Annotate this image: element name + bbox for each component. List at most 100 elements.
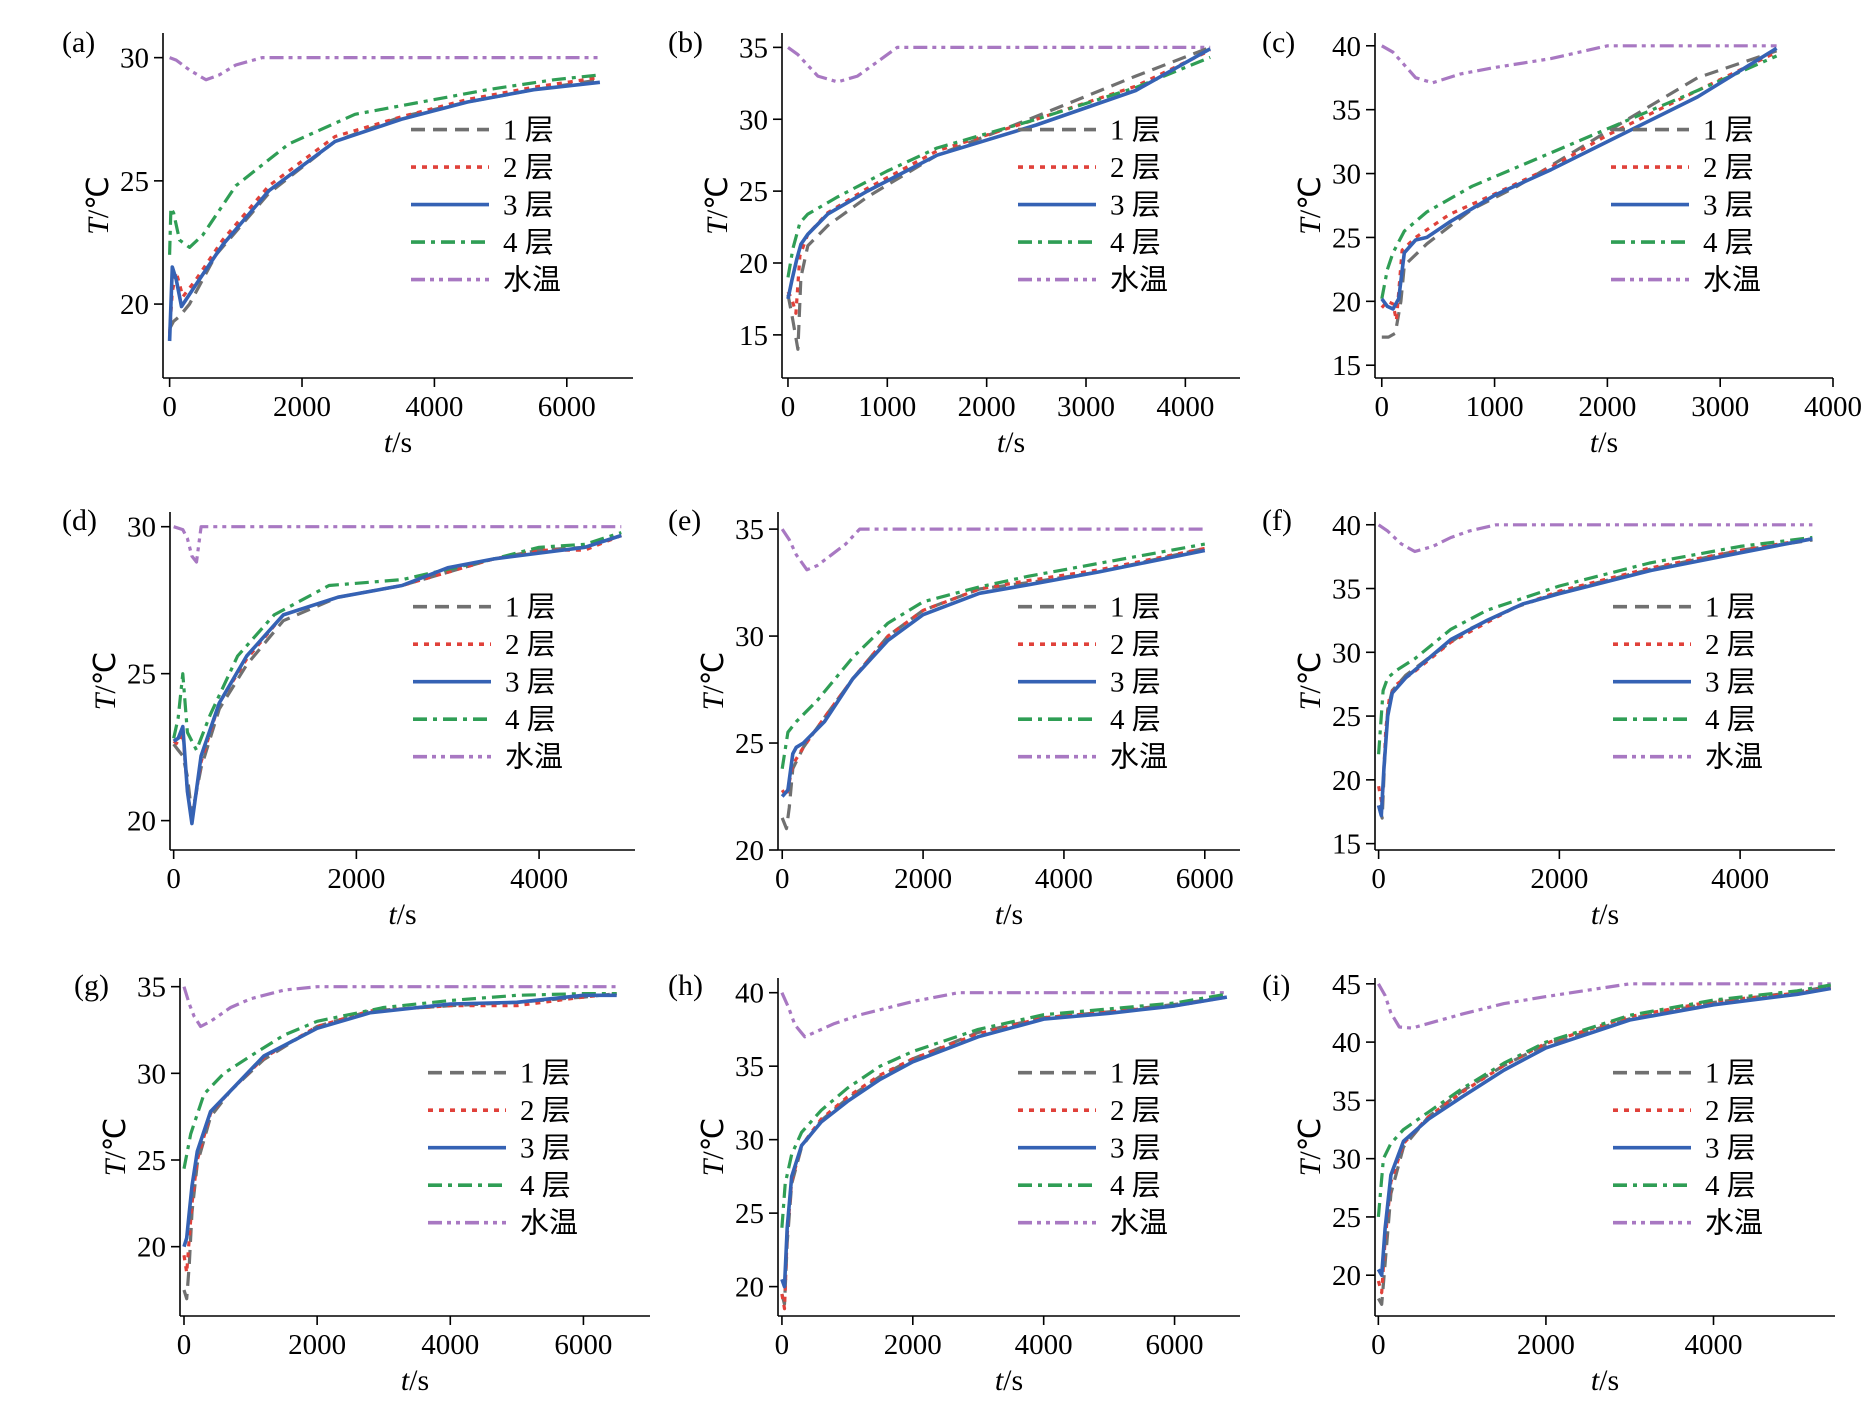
legend-label: 3 层 <box>503 190 554 222</box>
y-tick-label: 25 <box>739 176 768 208</box>
y-axis-var: T <box>82 216 115 235</box>
legend-label: 4 层 <box>1705 1170 1756 1202</box>
y-tick-label: 30 <box>735 621 764 653</box>
legend-label: 2 层 <box>1110 629 1161 661</box>
series-line-3 <box>786 47 1212 300</box>
x-axis-var: t <box>1590 426 1599 459</box>
y-tick-label: 20 <box>1332 1260 1361 1292</box>
x-tick-label: 2000 <box>958 391 1016 423</box>
legend-label: 2 层 <box>520 1095 571 1127</box>
x-axis-unit: /s <box>1599 1364 1619 1397</box>
x-axis-var: t <box>995 1364 1004 1397</box>
x-tick-label: 2000 <box>288 1329 346 1361</box>
chart-panel-a: (a) 0 2000 4000 6000 20 25 30 t/s T/℃ 1 层 2 层 3 层 4 层… <box>62 26 633 459</box>
x-tick-label: 4000 <box>1685 1329 1743 1361</box>
panel-label: (g) <box>74 969 109 1002</box>
y-tick-label: 30 <box>137 1058 166 1090</box>
x-tick-label: 0 <box>775 863 790 895</box>
y-tick-label: 35 <box>1332 1085 1361 1117</box>
legend-label: 2 层 <box>1705 629 1756 661</box>
y-axis-unit: /℃ <box>89 652 122 694</box>
y-tick-label: 15 <box>739 320 768 352</box>
y-axis-var: T <box>89 691 122 710</box>
series-line-5 <box>780 527 1205 572</box>
x-axis-title: t/s <box>1590 426 1618 459</box>
y-tick-label: 40 <box>1332 1027 1361 1059</box>
x-axis-title: t/s <box>401 1364 429 1397</box>
x-axis-var: t <box>995 898 1004 931</box>
series-line-3 <box>1376 537 1813 818</box>
y-axis-unit: /℃ <box>1294 652 1327 694</box>
x-axis-title: t/s <box>995 898 1023 931</box>
legend-label: 3 层 <box>520 1133 571 1165</box>
x-tick-label: 4000 <box>1035 863 1093 895</box>
series-line-4 <box>786 55 1211 278</box>
x-tick-label: 0 <box>1371 863 1386 895</box>
series-line-5 <box>169 55 600 82</box>
series-line-4 <box>182 991 617 1170</box>
y-tick-label: 25 <box>137 1145 166 1177</box>
legend-label: 2 层 <box>1703 152 1754 184</box>
series-line-5 <box>780 991 1227 1039</box>
panel-label: (h) <box>668 969 703 1002</box>
legend-label: 2 层 <box>1110 152 1161 184</box>
x-tick-label: 4000 <box>1156 391 1214 423</box>
x-tick-label: 4000 <box>1711 863 1769 895</box>
series-line-1 <box>1377 984 1832 1306</box>
x-tick-label: 6000 <box>1176 863 1234 895</box>
legend: 1 层 2 层 3 层 4 层水温 <box>413 592 563 774</box>
chart-panel-d: (d) 0 2000 4000 20 25 30 t/s T/℃ 1 层 2 层 3 层 4 层水温 <box>62 504 635 931</box>
series-line-4 <box>168 73 601 255</box>
x-tick-label: 2000 <box>894 863 952 895</box>
y-tick-label: 35 <box>1332 95 1361 127</box>
legend-label: 1 层 <box>520 1058 571 1090</box>
y-tick-label: 30 <box>735 1125 764 1157</box>
series-line-4 <box>1377 535 1813 755</box>
x-axis-unit: /s <box>1599 898 1619 931</box>
legend: 1 层 2 层 3 层 4 层水温 <box>1611 115 1761 297</box>
legend-label: 3 层 <box>1703 190 1754 222</box>
y-tick-label: 20 <box>1332 286 1361 318</box>
y-tick-label: 20 <box>120 289 149 321</box>
x-axis-unit: /s <box>409 1364 429 1397</box>
x-axis-unit: /s <box>397 898 417 931</box>
y-tick-label: 35 <box>1332 574 1361 606</box>
y-axis-var: T <box>697 691 730 710</box>
y-tick-label: 20 <box>127 806 156 838</box>
chart-panel-f: (f) 0 2000 4000 15 20 25 30 35 40 t/s T/℃ 1 层 2 层 3 层 4… <box>1262 504 1835 931</box>
x-axis-title: t/s <box>388 898 416 931</box>
legend-label: 1 层 <box>505 592 556 624</box>
y-tick-label: 30 <box>120 43 149 75</box>
x-tick-label: 0 <box>162 391 177 423</box>
legend-label: 3 层 <box>1110 1133 1161 1165</box>
series-line-3 <box>1376 986 1832 1277</box>
legend-label: 1 层 <box>1110 592 1161 624</box>
legend-label: 3 层 <box>1110 190 1161 222</box>
x-tick-label: 2000 <box>884 1329 942 1361</box>
series-line-4 <box>780 542 1206 769</box>
legend-label: 1 层 <box>503 115 554 147</box>
y-tick-label: 35 <box>735 1051 764 1083</box>
y-axis-unit: /℃ <box>1294 176 1327 218</box>
y-axis-unit: /℃ <box>1294 1118 1327 1160</box>
y-axis-title: T/℃ <box>697 652 730 711</box>
series-line-1 <box>786 45 1211 351</box>
legend-label: 水温 <box>1705 1207 1763 1240</box>
x-tick-label: 2000 <box>273 391 331 423</box>
y-tick-label: 25 <box>127 659 156 691</box>
x-tick-label: 6000 <box>554 1329 612 1361</box>
panel-label: (a) <box>62 26 95 59</box>
y-tick-label: 20 <box>137 1232 166 1264</box>
x-tick-label: 0 <box>775 1329 790 1361</box>
chart-panel-c: (c) 0 1000 2000 3000 4000 15 20 25 30 35 40 t/s T/℃ 1 … <box>1262 26 1862 459</box>
x-tick-label: 2000 <box>327 863 385 895</box>
chart-panel-i: (i) 0 2000 4000 20 25 30 35 40 45 t/s T/℃ 1 层 2 层 3 层 4… <box>1262 969 1835 1397</box>
panel-label: (d) <box>62 504 97 537</box>
x-tick-label: 2000 <box>1530 863 1588 895</box>
y-tick-label: 25 <box>1332 222 1361 254</box>
legend-label: 1 层 <box>1703 115 1754 147</box>
x-tick-label: 2000 <box>1517 1329 1575 1361</box>
series-line-1 <box>1381 49 1778 339</box>
x-tick-label: 2000 <box>1578 391 1636 423</box>
